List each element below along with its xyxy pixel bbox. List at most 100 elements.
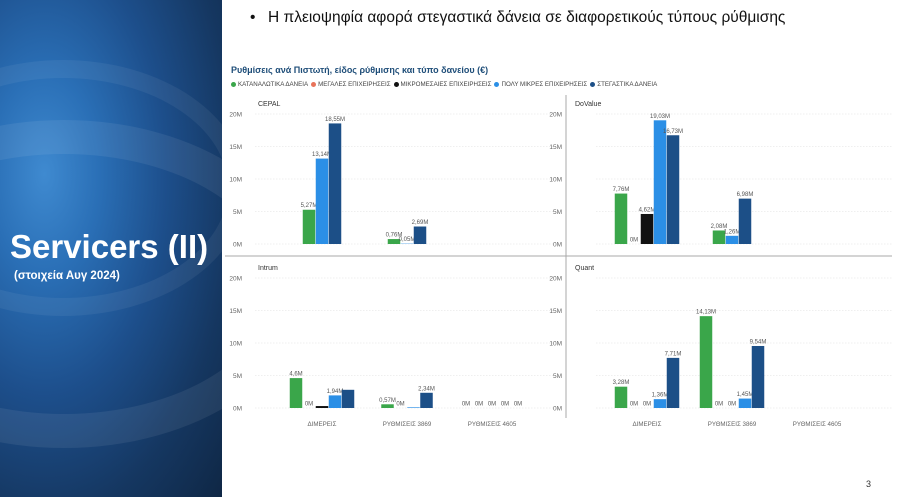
data-label: 4,6M: [289, 372, 302, 378]
data-label: 0M: [630, 402, 638, 408]
bar: [413, 226, 427, 244]
y-tick-label: 15M: [229, 308, 242, 315]
data-label: 1,36M: [652, 393, 669, 399]
data-label: 7,71M: [665, 351, 682, 357]
y-tick-label: 5M: [553, 209, 562, 216]
y-tick-label: 15M: [549, 308, 562, 315]
data-label: 5,27M: [301, 203, 318, 209]
bar: [289, 378, 303, 408]
legend-dot-icon: [590, 81, 596, 87]
data-label: 1,26M: [724, 229, 741, 235]
data-label: 1,94M: [327, 389, 344, 395]
legend-item[interactable]: ΜΕΓΑΛΕΣ ΕΠΙΧΕΙΡΗΣΕΙΣ: [311, 81, 391, 88]
page-number: 3: [866, 479, 872, 489]
panel-name: Quant: [575, 265, 594, 272]
y-tick-label: 0M: [553, 242, 562, 249]
data-label: 0M: [305, 402, 313, 408]
bar: [712, 230, 726, 244]
panel-name: Intrum: [258, 265, 278, 272]
data-label: 1,45M: [737, 392, 754, 398]
data-label: 14,13M: [696, 310, 716, 316]
legend-label: ΜΕΓΑΛΕΣ ΕΠΙΧΕΙΡΗΣΕΙΣ: [318, 81, 391, 88]
y-tick-label: 20M: [549, 112, 562, 119]
legend-label: ΠΟΛΥ ΜΙΚΡΕΣ ΕΠΙΧΕΙΡΗΣΕΙΣ: [501, 81, 588, 88]
bullet-point: • Η πλειοψηφία αφορά στεγαστικά δάνεια σε…: [250, 9, 785, 27]
bar: [614, 193, 628, 244]
slide-subtitle: (στοιχεία Αυγ 2024): [14, 270, 120, 282]
legend-label: ΚΑΤΑΝΑΛΩΤΙΚΑ ΔΑΝΕΙΑ: [238, 81, 309, 88]
y-tick-label: 10M: [229, 341, 242, 348]
y-tick-label: 10M: [549, 177, 562, 184]
bar: [315, 158, 329, 244]
data-label: 0M: [728, 402, 736, 408]
y-tick-label: 5M: [233, 209, 242, 216]
data-label: 0M: [475, 402, 483, 408]
data-label: 2,34M: [418, 386, 435, 392]
bar: [407, 407, 420, 408]
data-label: 4,62M: [639, 207, 656, 213]
chart-legend: ΚΑΤΑΝΑΛΩΤΙΚΑ ΔΑΝΕΙΑ ΜΕΓΑΛΕΣ ΕΠΙΧΕΙΡΗΣΕΙΣ Μ…: [231, 81, 660, 88]
bar: [341, 389, 355, 408]
bar: [614, 386, 628, 408]
data-label: 0M: [396, 402, 404, 408]
x-category-label: ΡΥΘΜΙΣΕΙΣ 4605: [468, 421, 517, 428]
chart-title: Ρυθμίσεις ανά Πιστωτή, είδος ρύθμισης κα…: [231, 65, 489, 75]
legend-dot-icon: [311, 81, 317, 87]
data-label: 19,03M: [650, 114, 670, 120]
data-label: 18,55M: [325, 117, 345, 123]
bar: [420, 392, 433, 408]
bar: [302, 209, 316, 244]
bar: [387, 239, 401, 244]
y-tick-label: 0M: [553, 406, 562, 413]
bar: [328, 123, 342, 244]
y-tick-label: 20M: [229, 276, 242, 283]
bar: [738, 198, 752, 244]
bullet-marker: •: [250, 9, 256, 26]
data-label: 0M: [501, 402, 509, 408]
chart-panels-svg: CEPAL 20M 15M 10M 5M 0M 5,27M 13,14M 18,55M 0,76M…: [225, 95, 892, 428]
title-sidebar: Servicers (II) (στοιχεία Αυγ 2024): [0, 0, 222, 497]
legend-item[interactable]: ΣΤΕΓΑΣΤΙΚΑ ΔΑΝΕΙΑ: [590, 81, 657, 88]
slide-title: Servicers (II): [10, 228, 209, 265]
x-category-label: ΔΙΜΕΡΕΙΣ: [633, 421, 662, 428]
bullet-text: Η πλειοψηφία αφορά στεγαστικά δάνεια σε …: [268, 9, 786, 26]
data-label: 2,08M: [711, 224, 728, 230]
bar: [315, 406, 329, 408]
y-tick-label: 5M: [233, 373, 242, 380]
data-label: 6,98M: [737, 192, 754, 198]
y-tick-label: 10M: [229, 177, 242, 184]
x-category-label: ΔΙΜΕΡΕΙΣ: [308, 421, 337, 428]
data-label: 2,69M: [412, 220, 429, 226]
data-label: 0M: [462, 402, 470, 408]
data-label: 7,76M: [613, 187, 630, 193]
legend-label: ΜΙΚΡΟΜΕΣΑΙΕΣ ΕΠΙΧΕΙΡΗΣΕΙΣ: [400, 81, 492, 88]
data-label: 13,14M: [312, 152, 332, 158]
legend-dot-icon: [393, 81, 399, 87]
y-tick-label: 20M: [229, 112, 242, 119]
bar: [381, 404, 394, 408]
data-label: 0M: [488, 402, 496, 408]
bar: [653, 399, 667, 408]
y-tick-label: 15M: [229, 144, 242, 151]
data-label: 0M: [514, 402, 522, 408]
legend-item[interactable]: ΠΟΛΥ ΜΙΚΡΕΣ ΕΠΙΧΕΙΡΗΣΕΙΣ: [494, 81, 587, 88]
y-tick-label: 15M: [549, 144, 562, 151]
legend-dot-icon: [494, 81, 500, 87]
x-category-label: ΡΥΘΜΙΣΕΙΣ 3869: [383, 421, 432, 428]
legend-dot-icon: [231, 81, 236, 87]
legend-label: ΣΤΕΓΑΣΤΙΚΑ ΔΑΝΕΙΑ: [597, 81, 658, 88]
data-label: 0M: [643, 402, 651, 408]
y-tick-label: 5M: [553, 373, 562, 380]
data-label: 0,57M: [379, 398, 396, 404]
legend-item[interactable]: ΚΑΤΑΝΑΛΩΤΙΚΑ ΔΑΝΕΙΑ: [231, 81, 308, 88]
data-label: 3,28M: [613, 380, 630, 386]
bar: [653, 120, 667, 244]
bar: [725, 235, 739, 244]
legend-item[interactable]: ΜΙΚΡΟΜΕΣΑΙΕΣ ΕΠΙΧΕΙΡΗΣΕΙΣ: [393, 81, 492, 88]
panel-name: DoValue: [575, 101, 601, 108]
report-visual[interactable]: Ρυθμίσεις ανά Πιστωτή, είδος ρύθμισης κα…: [225, 62, 892, 442]
panel-name: CEPAL: [258, 101, 281, 108]
y-tick-label: 0M: [233, 242, 242, 249]
data-label: 0M: [630, 238, 638, 244]
bar: [751, 345, 765, 408]
